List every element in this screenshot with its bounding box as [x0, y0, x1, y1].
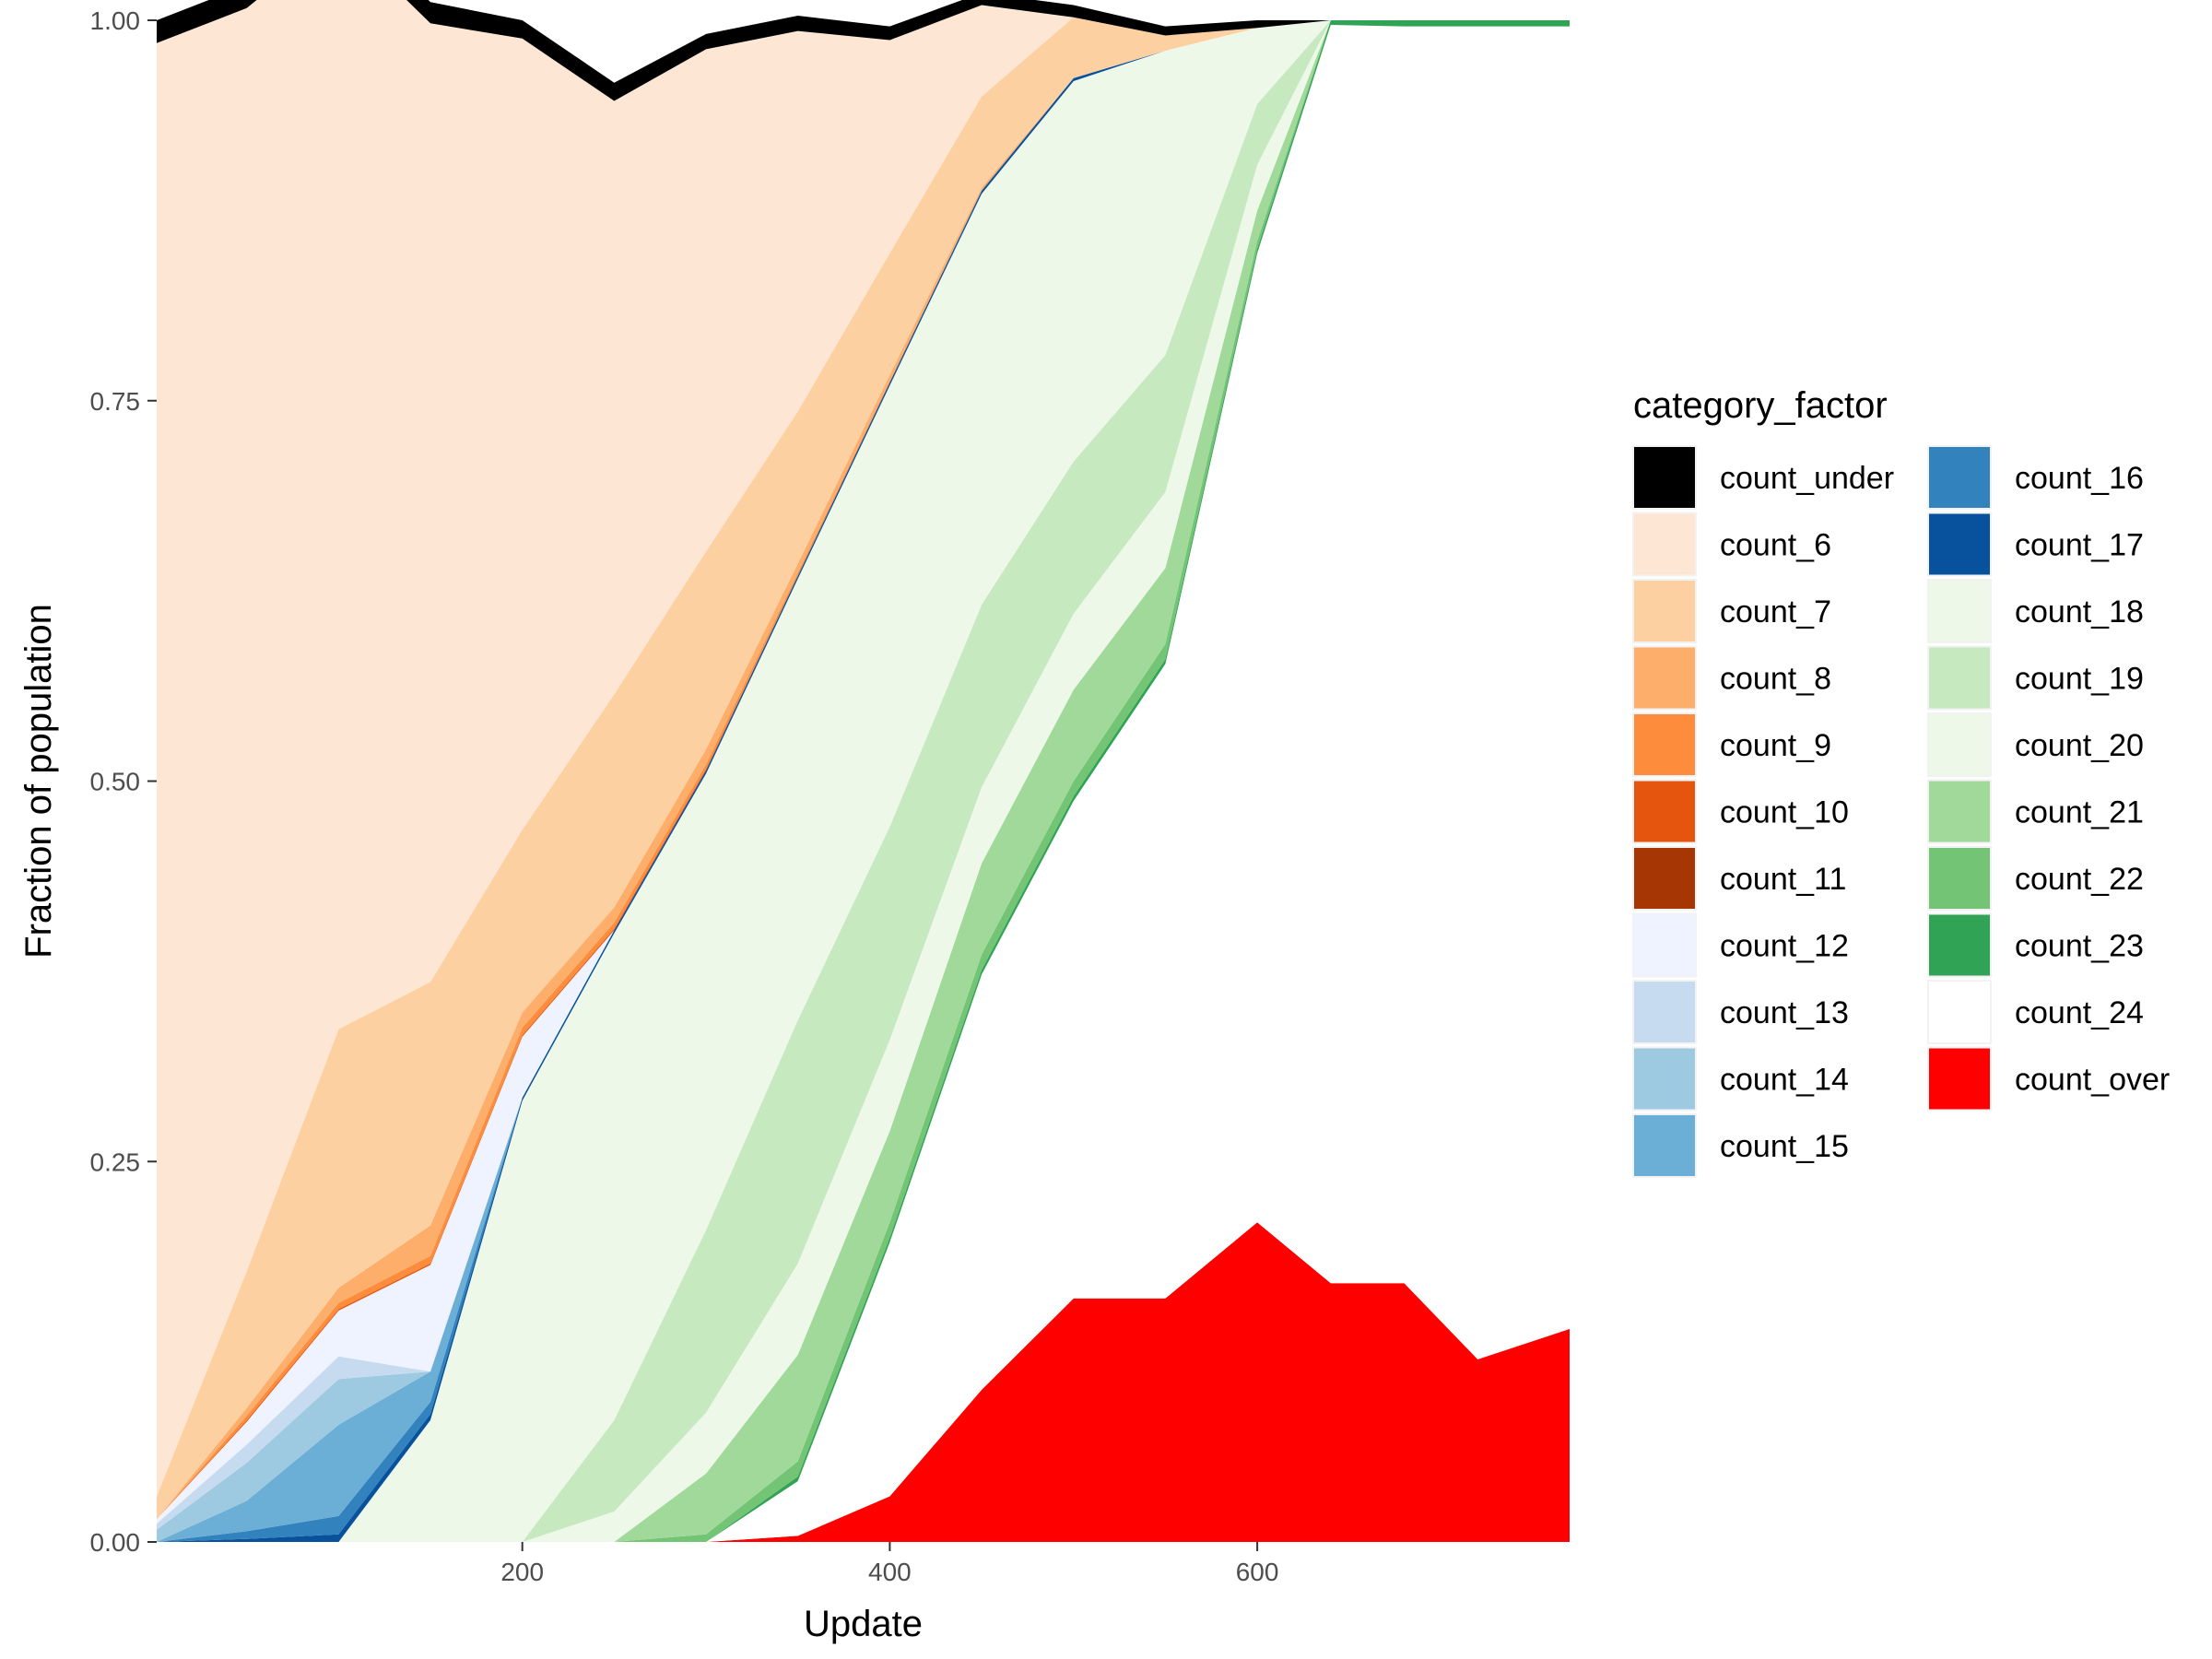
legend-label: count_9	[1720, 728, 1831, 763]
area-layers	[157, 0, 1570, 1542]
legend-item: count_10	[1632, 779, 1849, 844]
legend-key-count-7	[1632, 579, 1697, 643]
legend-label: count_19	[2015, 662, 2144, 697]
legend-item: count_17	[1927, 512, 2144, 577]
legend-key-count-20	[1927, 712, 1992, 777]
x-axis: 200 400 600	[500, 1542, 1278, 1586]
legend-key-count-15	[1632, 1113, 1697, 1178]
legend-label: count_18	[2015, 594, 2144, 629]
legend-item: count_under	[1632, 445, 1894, 510]
y-axis-title: Fraction of population	[18, 604, 59, 959]
legend-label: count_15	[1720, 1129, 1849, 1164]
legend-item: count_24	[1927, 980, 2144, 1044]
legend-item: count_8	[1632, 645, 1831, 711]
legend-key-count-24	[1927, 980, 1992, 1044]
legend-label: count_22	[2015, 862, 2144, 897]
legend-label: count_7	[1720, 594, 1831, 629]
legend-label: count_14	[1720, 1063, 1849, 1098]
legend-item: count_19	[1927, 645, 2144, 711]
legend-item: count_16	[1927, 445, 2144, 510]
x-tick-label: 200	[500, 1558, 544, 1586]
legend-title: category_factor	[1633, 385, 1888, 426]
legend-label: count_21	[2015, 795, 2144, 830]
area-count-12	[157, 20, 1570, 1524]
legend-items: count_undercount_6count_7count_8count_9c…	[1632, 445, 2170, 1178]
legend-label: count_8	[1720, 662, 1831, 697]
legend-label: count_16	[2015, 461, 2144, 496]
legend-item: count_over	[1927, 1046, 2170, 1112]
legend-item: count_14	[1632, 1046, 1849, 1112]
area-count-under	[157, 0, 1570, 101]
y-axis: 0.00 0.25 0.50 0.75 1.00	[90, 6, 157, 1557]
legend-label: count_24	[2015, 995, 2144, 1030]
legend-key-count-17	[1927, 512, 1992, 577]
legend-key-count-under	[1632, 445, 1697, 510]
legend-label: count_under	[1720, 461, 1894, 496]
legend-key-count-6	[1632, 512, 1697, 577]
legend-item: count_11	[1632, 846, 1846, 911]
legend-label: count_over	[2015, 1063, 2170, 1098]
area-count-6	[157, 0, 1570, 1497]
legend-item: count_18	[1927, 579, 2144, 643]
legend-key-count-12	[1632, 912, 1697, 978]
legend-key-count-16	[1927, 445, 1992, 510]
x-tick-label: 400	[868, 1558, 912, 1586]
x-tick-label: 600	[1236, 1558, 1279, 1586]
legend-label: count_13	[1720, 995, 1849, 1030]
legend-key-count-19	[1927, 645, 1992, 711]
legend-item: count_13	[1632, 980, 1849, 1044]
legend-label: count_6	[1720, 528, 1831, 563]
area-count-over	[157, 1222, 1570, 1542]
legend-item: count_21	[1927, 779, 2144, 844]
legend-label: count_12	[1720, 929, 1849, 964]
legend-key-count-23	[1927, 912, 1992, 978]
legend-key-count-8	[1632, 645, 1697, 711]
legend-label: count_17	[2015, 528, 2144, 563]
legend-key-count-13	[1632, 980, 1697, 1044]
legend-item: count_20	[1927, 712, 2144, 777]
legend-key-count-14	[1632, 1046, 1697, 1112]
legend: category_factor count_undercount_6count_…	[1632, 385, 2170, 1178]
y-tick-label: 0.75	[90, 387, 141, 416]
legend-key-count-18	[1927, 579, 1992, 643]
legend-key-count-11	[1632, 846, 1697, 911]
y-tick-label: 0.00	[90, 1528, 141, 1557]
legend-label: count_10	[1720, 795, 1849, 830]
area-count-18	[157, 20, 1570, 1542]
legend-item: count_6	[1632, 512, 1831, 577]
legend-item: count_15	[1632, 1113, 1849, 1178]
legend-key-count-22	[1927, 846, 1992, 911]
legend-item: count_12	[1632, 912, 1849, 978]
legend-key-count-10	[1632, 779, 1697, 844]
legend-item: count_9	[1632, 712, 1831, 777]
legend-label: count_23	[2015, 929, 2144, 964]
legend-label: count_20	[2015, 728, 2144, 763]
y-tick-label: 0.50	[90, 768, 141, 796]
legend-key-count-21	[1927, 779, 1992, 844]
x-axis-title: Update	[804, 1604, 923, 1644]
area-count-21	[157, 20, 1570, 1542]
legend-label: count_11	[1720, 862, 1846, 897]
area-count-7	[157, 17, 1570, 1520]
legend-item: count_7	[1632, 579, 1831, 643]
legend-item: count_22	[1927, 846, 2144, 911]
y-tick-label: 1.00	[90, 6, 141, 35]
legend-item: count_23	[1927, 912, 2144, 978]
area-count-24	[157, 25, 1570, 1542]
y-tick-label: 0.25	[90, 1147, 141, 1176]
legend-key-count-over	[1927, 1046, 1992, 1112]
legend-key-count-9	[1632, 712, 1697, 777]
